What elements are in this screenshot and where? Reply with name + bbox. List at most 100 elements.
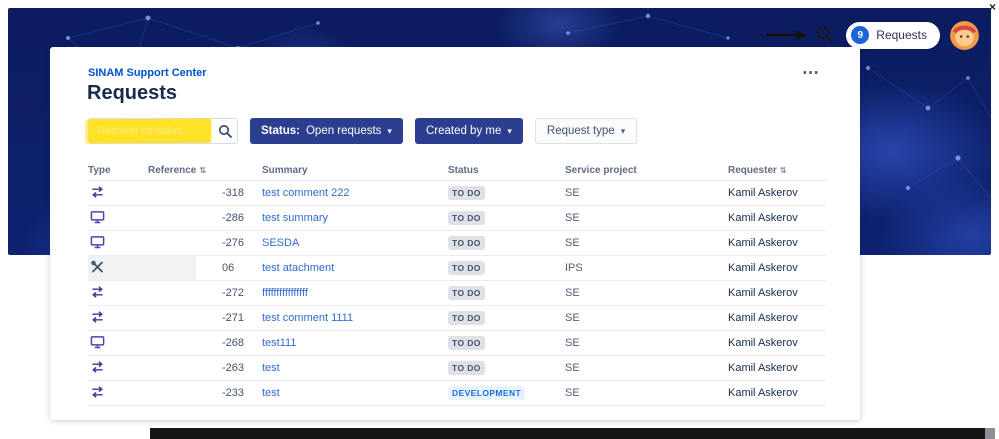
service-project-cell: SE	[565, 362, 580, 374]
global-search-button[interactable]	[812, 23, 836, 47]
column-header-status: Status	[448, 165, 479, 176]
search-icon	[217, 123, 233, 139]
requests-count-badge: 9	[851, 26, 870, 44]
request-type-filter-dropdown[interactable]: Request type ▾	[534, 118, 638, 144]
table-row[interactable]: -271 test comment 1111 TO DO SE Kamil As…	[88, 306, 826, 331]
swap-arrows-icon	[90, 310, 105, 324]
status-badge: TO DO	[448, 361, 485, 375]
monitor-icon	[90, 235, 105, 249]
requester-cell: Kamil Askerov	[728, 237, 798, 249]
status-badge: TO DO	[448, 336, 485, 350]
requester-cell: Kamil Askerov	[728, 337, 798, 349]
summary-link[interactable]: test	[262, 387, 280, 399]
tools-icon	[90, 260, 105, 274]
requester-cell: Kamil Askerov	[728, 212, 798, 224]
status-badge: DEVELOPMENT	[448, 386, 526, 400]
table-row[interactable]: -263 test TO DO SE Kamil Askerov	[88, 356, 826, 381]
window-close-button[interactable]: ×	[988, 0, 996, 14]
table-row[interactable]: 06 test atachment TO DO IPS Kamil Askero…	[88, 256, 826, 281]
summary-link[interactable]: test	[262, 362, 280, 374]
bottom-taskbar-strip	[150, 428, 995, 439]
table-row[interactable]: -318 test comment 222 TO DO SE Kamil Ask…	[88, 181, 826, 206]
service-project-cell: SE	[565, 187, 580, 199]
reference-cell: -233	[222, 387, 245, 399]
request-search	[84, 118, 238, 144]
reference-cell: -272	[222, 287, 245, 299]
service-project-cell: SE	[565, 237, 580, 249]
bottom-taskbar-tail	[985, 428, 995, 439]
reference-cell: -286	[222, 212, 245, 224]
chevron-down-icon: ▾	[620, 125, 626, 136]
summary-link[interactable]: test comment 222	[262, 187, 350, 199]
reference-cell: -271	[222, 312, 245, 324]
status-badge: TO DO	[448, 211, 485, 225]
summary-link[interactable]: test111	[262, 337, 297, 349]
created-by-filter-dropdown[interactable]: Created by me ▾	[414, 118, 523, 144]
status-badge: TO DO	[448, 186, 485, 200]
status-badge: TO DO	[448, 261, 485, 275]
summary-link[interactable]: test atachment	[262, 262, 335, 274]
service-project-cell: SE	[565, 387, 580, 399]
status-badge: TO DO	[448, 286, 485, 300]
monitor-icon	[90, 210, 105, 224]
swap-arrows-icon	[90, 185, 105, 199]
status-badge: TO DO	[448, 236, 485, 250]
search-icon	[814, 24, 834, 44]
status-filter-dropdown[interactable]: Status: Open requests ▾	[250, 118, 403, 144]
annotation-arrow	[766, 30, 808, 40]
page-title: Requests	[87, 82, 178, 104]
created-by-filter-label: Created by me	[425, 125, 502, 137]
service-project-cell: SE	[565, 212, 580, 224]
status-badge: TO DO	[448, 311, 485, 325]
table-row[interactable]: -286 test summary TO DO SE Kamil Askerov	[88, 206, 826, 231]
search-submit-button[interactable]	[217, 123, 233, 139]
status-filter-value: Open requests	[305, 125, 382, 137]
summary-link[interactable]: test summary	[262, 212, 329, 224]
more-actions-button[interactable]: ⋯	[802, 63, 820, 82]
request-type-filter-label: Request type	[546, 125, 615, 137]
sort-icon: ⇅	[199, 166, 207, 175]
summary-link[interactable]: ffffffffffffffff	[262, 287, 308, 299]
table-row[interactable]: -268 test111 TO DO SE Kamil Askerov	[88, 331, 826, 356]
column-header-type: Type	[88, 165, 111, 176]
service-project-cell: IPS	[565, 262, 583, 274]
chevron-down-icon: ▾	[387, 125, 392, 136]
avatar	[950, 20, 979, 50]
requester-cell: Kamil Askerov	[728, 312, 798, 324]
service-project-cell: SE	[565, 337, 580, 349]
summary-link[interactable]: test comment 1111	[262, 312, 354, 324]
table-row[interactable]: -276 SESDA TO DO SE Kamil Askerov	[88, 231, 826, 256]
service-project-cell: SE	[565, 287, 580, 299]
table-header: Type Reference ⇅ Summary Status Service p…	[88, 161, 826, 181]
requester-cell: Kamil Askerov	[728, 287, 798, 299]
column-header-summary: Summary	[262, 165, 308, 176]
requests-card: SINAM Support Center Requests ⋯ Status: …	[50, 47, 860, 420]
reference-cell: 06	[222, 262, 235, 274]
requester-cell: Kamil Askerov	[728, 187, 798, 199]
breadcrumb-link[interactable]: SINAM Support Center	[88, 67, 207, 79]
request-search-input[interactable]	[88, 118, 238, 144]
requests-nav-label: Requests	[876, 28, 927, 42]
requester-cell: Kamil Askerov	[728, 387, 798, 399]
reference-cell: -268	[222, 337, 245, 349]
requests-nav-button[interactable]: 9 Requests	[846, 21, 940, 49]
table-body: -318 test comment 222 TO DO SE Kamil Ask…	[88, 181, 826, 406]
filter-bar: Status: Open requests ▾ Created by me ▾ …	[84, 117, 638, 145]
table-row[interactable]: -272 ffffffffffffffff TO DO SE Kamil Ask…	[88, 281, 826, 306]
chevron-down-icon: ▾	[507, 125, 512, 136]
column-header-requester[interactable]: Requester ⇅	[728, 165, 787, 176]
table-row[interactable]: -233 test DEVELOPMENT SE Kamil Askerov	[88, 381, 826, 406]
topbar: 9 Requests	[766, 19, 979, 51]
reference-cell: -276	[222, 237, 245, 249]
reference-cell: -318	[222, 187, 245, 199]
reference-cell: -263	[222, 362, 245, 374]
column-header-reference[interactable]: Reference ⇅	[148, 165, 207, 176]
swap-arrows-icon	[90, 360, 105, 374]
summary-link[interactable]: SESDA	[262, 237, 300, 249]
service-project-cell: SE	[565, 312, 580, 324]
requester-cell: Kamil Askerov	[728, 262, 798, 274]
sort-icon: ⇅	[779, 166, 787, 175]
swap-arrows-icon	[90, 385, 105, 399]
profile-avatar-button[interactable]	[950, 20, 979, 50]
